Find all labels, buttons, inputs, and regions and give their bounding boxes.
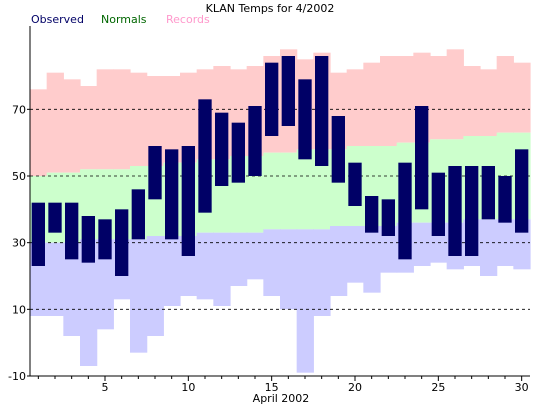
record-low-bar xyxy=(413,222,431,266)
record-high-bar xyxy=(346,69,364,146)
observed-bar xyxy=(515,149,529,233)
y-tick-label: 70 xyxy=(12,103,26,116)
observed-bar xyxy=(298,79,312,160)
record-low-bar xyxy=(263,229,281,296)
record-high-bar xyxy=(63,79,81,173)
record-low-bar xyxy=(80,239,98,366)
record-high-bar xyxy=(30,89,48,176)
x-tick-label: 10 xyxy=(181,381,195,394)
record-low-bar xyxy=(46,242,64,316)
x-axis-label: April 2002 xyxy=(253,392,310,405)
record-low-bar xyxy=(380,226,398,273)
observed-bar xyxy=(81,216,95,263)
observed-bar xyxy=(331,116,345,183)
record-high-bar xyxy=(480,69,498,136)
record-high-bar xyxy=(430,56,448,140)
record-high-bar xyxy=(363,62,381,146)
observed-bar xyxy=(465,166,479,256)
record-high-bar xyxy=(496,56,514,133)
x-tick-label: 20 xyxy=(348,381,362,394)
observed-bar xyxy=(31,202,45,266)
record-high-bar xyxy=(46,72,64,173)
normal-range-bar xyxy=(280,152,298,230)
record-low-bar xyxy=(213,232,231,306)
record-low-bar xyxy=(63,242,81,336)
observed-bars xyxy=(31,56,529,276)
observed-bar xyxy=(315,56,329,166)
observed-bar xyxy=(231,122,245,183)
record-high-bar xyxy=(396,56,414,143)
x-tick-label: 25 xyxy=(431,381,445,394)
record-high-bar xyxy=(113,69,131,170)
record-high-bar xyxy=(463,66,481,136)
record-low-bar xyxy=(480,219,498,276)
observed-bar xyxy=(415,106,429,210)
record-low-bar xyxy=(196,232,214,300)
x-tick-label: 15 xyxy=(265,381,279,394)
legend-records: Records xyxy=(166,13,210,26)
axes xyxy=(29,26,530,377)
normal-range-bar xyxy=(263,152,281,230)
y-tick-label: 30 xyxy=(12,237,26,250)
record-high-bar xyxy=(446,49,464,140)
record-high-bar xyxy=(380,56,398,146)
observed-bar xyxy=(115,209,129,276)
record-low-bar xyxy=(246,232,264,280)
legend-normals: Normals xyxy=(101,13,147,26)
normal-range-bar xyxy=(296,149,314,230)
observed-bar xyxy=(48,202,62,233)
record-high-bar xyxy=(130,72,148,166)
x-tick-label: 5 xyxy=(102,381,109,394)
observed-bar xyxy=(165,149,179,240)
record-high-bar xyxy=(163,76,181,163)
x-tick-label: 30 xyxy=(515,381,529,394)
observed-bar xyxy=(398,162,412,260)
x-axis-ticks: 5 10 15 20 25 30 xyxy=(37,376,529,394)
observed-bar xyxy=(365,196,379,233)
record-low-bar xyxy=(163,236,181,306)
observed-bar xyxy=(448,166,462,256)
observed-bar xyxy=(198,99,212,213)
observed-bar xyxy=(148,146,162,200)
observed-bar xyxy=(348,162,362,206)
record-low-bar xyxy=(280,229,298,310)
observed-bar xyxy=(215,112,229,186)
record-low-bar xyxy=(330,226,348,296)
record-high-bar xyxy=(180,72,198,163)
gridlines xyxy=(30,108,530,310)
observed-bar xyxy=(131,189,145,240)
record-low-bar xyxy=(313,229,331,316)
record-low-bar xyxy=(346,226,364,283)
record-low-bar xyxy=(363,226,381,293)
observed-bar xyxy=(281,56,295,126)
record-low-bar xyxy=(146,236,164,336)
y-axis-ticks: -10 10 30 50 70 xyxy=(8,103,30,383)
y-tick-label: -10 xyxy=(8,370,26,383)
normal-range-bar xyxy=(313,149,331,230)
y-tick-label: 50 xyxy=(12,170,26,183)
observed-bar xyxy=(381,199,395,236)
record-low-bar xyxy=(296,229,314,373)
observed-bar xyxy=(248,106,262,176)
record-high-bar xyxy=(80,86,98,170)
observed-bar xyxy=(431,172,445,236)
observed-bar xyxy=(265,62,279,136)
observed-bar xyxy=(481,166,495,220)
record-low-bar xyxy=(230,232,248,286)
observed-bar xyxy=(98,219,112,260)
record-high-bar xyxy=(513,62,531,133)
observed-bar xyxy=(498,176,512,223)
record-high-bar xyxy=(146,76,164,166)
record-high-bar xyxy=(96,69,114,170)
record-low-bar xyxy=(96,239,114,330)
y-tick-label: 10 xyxy=(12,303,26,316)
record-low-bar xyxy=(130,239,148,353)
legend-observed: Observed xyxy=(31,13,84,26)
chart-title: KLAN Temps for 4/2002 xyxy=(206,2,335,15)
observed-bar xyxy=(181,146,195,256)
observed-bar xyxy=(65,202,79,260)
